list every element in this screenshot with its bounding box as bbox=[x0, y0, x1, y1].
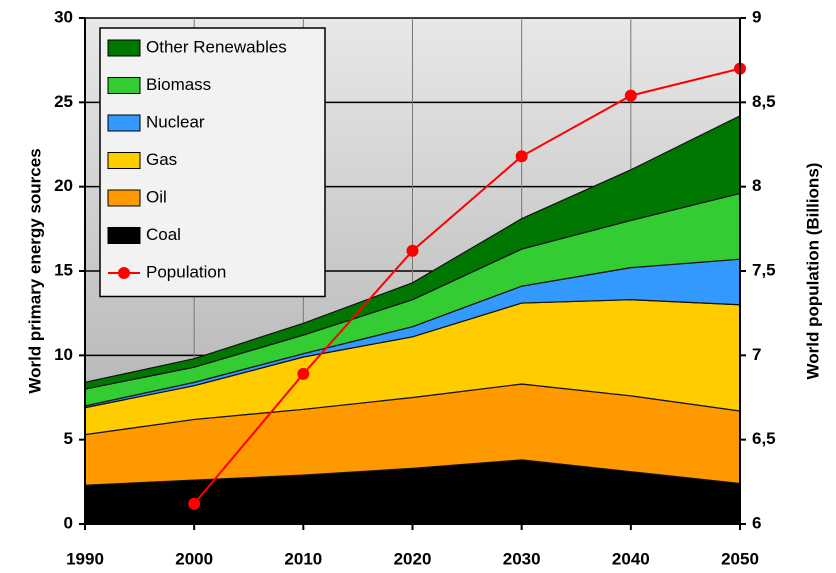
y-tick-label: 30 bbox=[54, 7, 73, 26]
y-tick-label: 20 bbox=[54, 176, 73, 195]
y-tick-label: 15 bbox=[54, 260, 73, 279]
legend-swatch bbox=[107, 77, 141, 94]
y-tick-label: 0 bbox=[64, 513, 73, 532]
y2-tick-label: 7 bbox=[752, 345, 761, 364]
population-point bbox=[406, 244, 419, 257]
legend-label: Coal bbox=[146, 225, 181, 244]
y2-tick-label: 8,5 bbox=[752, 92, 776, 111]
legend-marker bbox=[118, 267, 130, 279]
y-tick-label: 10 bbox=[54, 345, 73, 364]
population-line bbox=[193, 67, 741, 505]
legend-label: Gas bbox=[146, 150, 177, 169]
population-point bbox=[624, 89, 637, 102]
y2-tick-label: 7,5 bbox=[752, 260, 776, 279]
y-axis-title: World primary energy sources bbox=[25, 148, 44, 393]
legend-label: Other Renewables bbox=[146, 37, 287, 56]
legend-swatch bbox=[107, 227, 141, 244]
legend-swatch bbox=[107, 114, 141, 132]
y2-tick-label: 8 bbox=[752, 176, 761, 195]
x-tick-label: 2050 bbox=[721, 549, 759, 568]
x-tick-label: 1990 bbox=[66, 549, 104, 568]
x-tick-label: 2030 bbox=[503, 549, 541, 568]
x-tick-label: 2000 bbox=[175, 549, 213, 568]
x-tick-label: 2040 bbox=[612, 549, 650, 568]
y2-tick-label: 9 bbox=[752, 7, 761, 26]
legend-label: Biomass bbox=[146, 75, 211, 94]
y-tick-label: 25 bbox=[54, 92, 73, 111]
y2-axis-title: World population (Billions) bbox=[803, 163, 822, 380]
y2-tick-label: 6,5 bbox=[752, 429, 776, 448]
population-point bbox=[515, 150, 528, 163]
y2-tick-label: 6 bbox=[752, 513, 761, 532]
legend-label: Population bbox=[146, 262, 226, 281]
legend-swatch bbox=[107, 39, 141, 57]
y-tick-label: 5 bbox=[64, 429, 73, 448]
legend-label: Oil bbox=[146, 187, 167, 206]
population-point bbox=[297, 367, 310, 380]
legend-swatch bbox=[107, 152, 141, 169]
x-tick-label: 2020 bbox=[394, 549, 432, 568]
legend-label: Nuclear bbox=[146, 112, 205, 131]
x-tick-label: 2010 bbox=[284, 549, 322, 568]
legend-swatch bbox=[107, 189, 141, 207]
population-point bbox=[188, 497, 201, 510]
